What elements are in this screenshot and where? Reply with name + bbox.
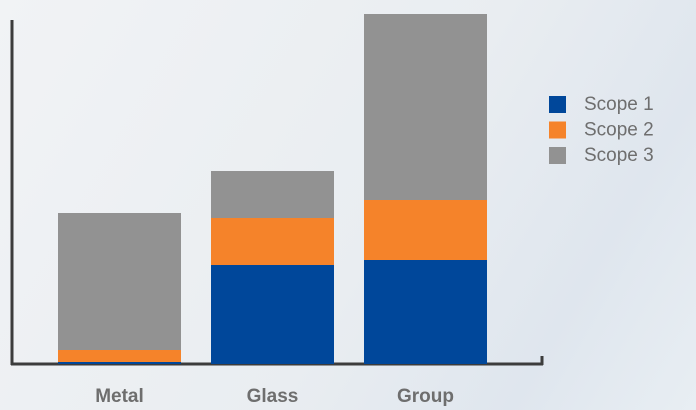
bar-segment bbox=[58, 350, 181, 362]
bar-segment bbox=[364, 14, 487, 200]
x-tick-label: Metal bbox=[95, 386, 144, 407]
x-tick-label: Group bbox=[397, 386, 454, 407]
legend-swatch bbox=[549, 96, 566, 113]
bar-segment bbox=[211, 265, 334, 364]
legend-label: Scope 2 bbox=[584, 120, 654, 141]
bar-segment bbox=[211, 218, 334, 265]
bar-segment bbox=[58, 213, 181, 350]
bar-segment bbox=[211, 171, 334, 218]
bar-segment bbox=[364, 200, 487, 260]
bar-segment bbox=[58, 362, 181, 364]
legend-label: Scope 1 bbox=[584, 94, 654, 115]
x-tick-label: Glass bbox=[247, 386, 299, 407]
legend-label: Scope 3 bbox=[584, 145, 654, 166]
legend-swatch bbox=[549, 121, 566, 139]
bar-segment bbox=[364, 260, 487, 364]
legend-swatch bbox=[549, 147, 566, 164]
